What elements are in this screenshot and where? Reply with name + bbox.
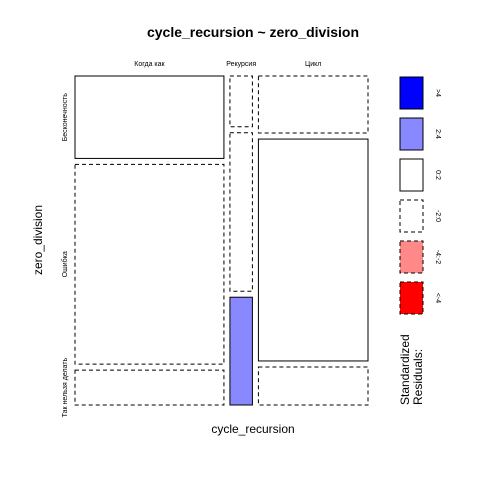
x-axis-title: cycle_recursion: [211, 422, 294, 436]
mosaic-cells: [74, 75, 369, 406]
legend-label: -4:-2: [434, 250, 441, 265]
residuals-legend: >4 2:4 0:2 -2:0 -4:-2 <-4 Standardized Residual…: [398, 76, 441, 405]
legend-label: 2:4: [434, 129, 441, 139]
x-tick-label: Рекурсия: [226, 61, 256, 68]
legend-title: Standardized: [398, 334, 412, 405]
legend-swatch: [399, 76, 424, 110]
mosaic-cell: [229, 75, 253, 128]
mosaic-cell: [74, 163, 225, 365]
mosaic-cell: [229, 132, 253, 292]
mosaic-cell: [74, 75, 225, 159]
legend-label: >4: [434, 89, 441, 97]
y-tick-label: Так нельзя делать: [62, 357, 69, 417]
legend-label: <-4: [434, 293, 441, 303]
legend-label: 0:2: [434, 170, 441, 180]
mosaic-cell: [257, 138, 369, 362]
legend-swatch: [399, 240, 424, 274]
mosaic-cell: [229, 296, 253, 406]
chart-title: cycle_recursion ~ zero_division: [147, 24, 359, 40]
legend-swatch: [399, 281, 424, 315]
y-tick-label: Бесконечность: [62, 93, 69, 142]
y-tick-label: Ошибка: [61, 251, 69, 277]
mosaic-cell: [257, 366, 369, 406]
legend-label: -2:0: [434, 210, 441, 222]
x-tick-label: Когда как: [134, 61, 165, 68]
x-tick-label: Цикл: [305, 61, 321, 68]
mosaic-cell: [74, 369, 225, 406]
legend-title: Residuals:: [411, 349, 425, 405]
legend-swatch: [399, 199, 424, 233]
y-axis-title: zero_division: [31, 205, 45, 275]
legend-swatch: [399, 117, 424, 151]
legend-swatch: [399, 158, 424, 192]
category-labels: Когда как Рекурсия Цикл Бесконечность Ошибка…: [61, 61, 321, 417]
mosaic-cell: [257, 75, 369, 134]
